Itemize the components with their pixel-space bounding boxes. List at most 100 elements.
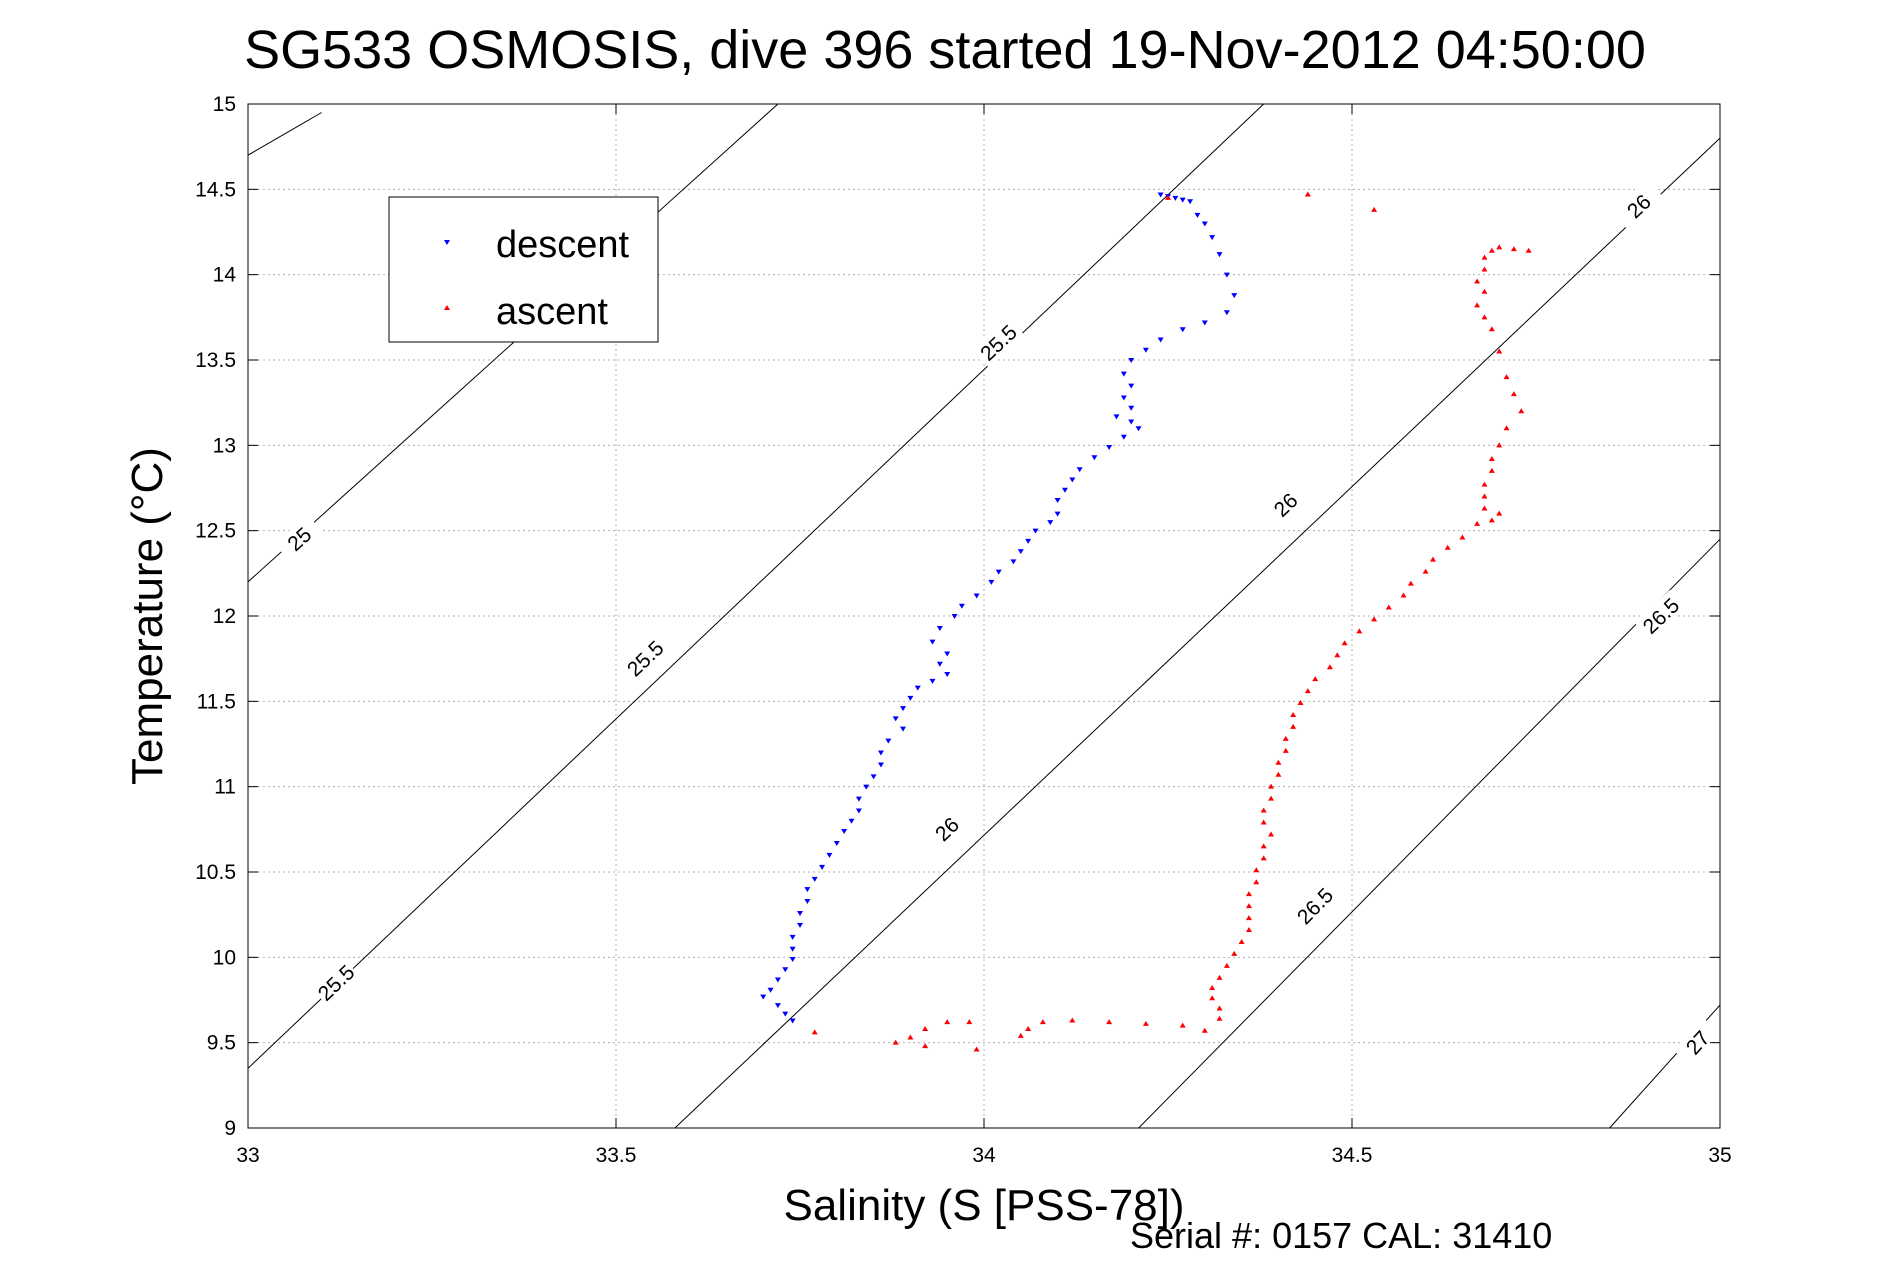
- descent-point: [914, 685, 921, 691]
- ascent-point: [1304, 191, 1311, 197]
- descent-point: [1135, 426, 1142, 432]
- ascent-point: [1245, 891, 1252, 897]
- ascent-point: [1510, 246, 1517, 252]
- x-tick-label: 33: [236, 1144, 259, 1167]
- ascent-point: [1488, 517, 1495, 523]
- x-axis-label: Salinity (S [PSS-78]): [783, 1181, 1184, 1230]
- ascent-point: [1106, 1019, 1113, 1025]
- descent-point: [819, 864, 826, 870]
- y-tick-label: 13.5: [195, 349, 236, 372]
- descent-point: [826, 852, 833, 858]
- descent-point: [995, 569, 1002, 575]
- descent-point: [833, 840, 840, 846]
- descent-point: [1010, 559, 1017, 565]
- ascent-point: [1282, 747, 1289, 753]
- descent-point: [1032, 528, 1039, 534]
- ascent-point: [1165, 194, 1171, 200]
- ascent-point: [1496, 510, 1503, 516]
- ascent-point: [1260, 819, 1267, 825]
- descent-point: [936, 661, 943, 667]
- y-tick-label: 11: [214, 776, 236, 799]
- contour-label-bg: [922, 804, 971, 853]
- ascent-point: [907, 1034, 914, 1040]
- x-tick-label: 33.5: [596, 1144, 637, 1167]
- descent-point: [767, 987, 774, 993]
- legend-ascent-marker: [444, 305, 450, 310]
- ascent-point: [966, 1019, 973, 1025]
- descent-point: [885, 738, 892, 744]
- ascent-point: [1385, 604, 1392, 610]
- descent-point: [1047, 520, 1054, 526]
- ascent-point: [1496, 348, 1503, 354]
- contour-label-bg: [311, 958, 360, 1007]
- ascent-point: [1481, 288, 1488, 294]
- ascent-point: [1142, 1020, 1149, 1026]
- descent-point: [855, 796, 862, 802]
- descent-point: [782, 1011, 789, 1017]
- ascent-point: [1481, 254, 1488, 260]
- descent-point: [774, 977, 781, 983]
- density-contour-line: [247, 103, 1265, 1069]
- contour-label-bg: [619, 632, 671, 684]
- ascent-point: [1496, 244, 1503, 250]
- descent-point: [870, 774, 877, 780]
- descent-point: [1223, 310, 1230, 316]
- y-tick-label: 9: [224, 1117, 236, 1140]
- serial-cal-footer: Serial #: 0157 CAL: 31410: [1130, 1215, 1552, 1256]
- density-contour-line: [247, 112, 322, 156]
- ascent-point: [1422, 568, 1429, 574]
- legend: descent ascent: [388, 196, 659, 343]
- y-tick-label: 14.5: [195, 178, 236, 201]
- ascent-point: [1017, 1032, 1024, 1038]
- density-contour-line: [1138, 538, 1721, 1129]
- descent-point: [900, 726, 907, 732]
- ascent-point: [1510, 391, 1517, 397]
- descent-point: [789, 957, 796, 963]
- descent-point: [797, 922, 803, 928]
- ascent-point: [1407, 580, 1414, 586]
- ascent-point: [1290, 711, 1297, 717]
- descent-point: [1223, 272, 1230, 278]
- y-tick-label: 13: [213, 434, 236, 457]
- contour-label-bg: [1673, 1017, 1721, 1067]
- ascent-point: [1459, 534, 1466, 540]
- contour-label-bg: [1259, 479, 1311, 530]
- ascent-point: [922, 1026, 929, 1032]
- ascent-point: [1223, 962, 1230, 968]
- ascent-point: [1245, 915, 1252, 921]
- descent-point: [1142, 347, 1149, 353]
- descent-point: [804, 887, 811, 893]
- descent-point: [855, 808, 862, 814]
- ascent-point: [1201, 1027, 1208, 1033]
- ascent-point: [1371, 206, 1378, 212]
- descent-point: [1091, 455, 1098, 461]
- ascent-point: [1481, 266, 1488, 272]
- descent-point: [1179, 197, 1186, 203]
- ascent-point: [1488, 326, 1495, 332]
- descent-point: [929, 639, 936, 645]
- descent-point: [877, 762, 884, 768]
- descent-point: [892, 716, 899, 722]
- ascent-point: [1488, 455, 1495, 461]
- y-tick-label: 12.5: [195, 520, 236, 543]
- descent-point: [1128, 419, 1135, 425]
- descent-point: [1113, 414, 1120, 420]
- ascent-point: [922, 1043, 929, 1049]
- y-axis-label: Temperature (°C): [123, 447, 172, 785]
- descent-point: [1054, 511, 1061, 517]
- ascent-point: [1268, 831, 1275, 837]
- ascent-point: [1209, 985, 1216, 991]
- ascent-point: [1429, 556, 1436, 562]
- y-tick-label: 12: [213, 605, 236, 628]
- descent-point: [1054, 497, 1061, 503]
- ascent-point: [1216, 1015, 1223, 1021]
- ascent-point: [1371, 616, 1378, 622]
- density-contour-line: [674, 137, 1721, 1129]
- descent-point: [789, 946, 796, 952]
- descent-point: [1157, 337, 1164, 343]
- ascent-point: [1334, 652, 1341, 658]
- legend-ascent-label: ascent: [496, 291, 608, 333]
- ascent-point: [811, 1029, 818, 1035]
- y-tick-label: 10: [213, 946, 236, 969]
- ascent-point: [1304, 688, 1311, 694]
